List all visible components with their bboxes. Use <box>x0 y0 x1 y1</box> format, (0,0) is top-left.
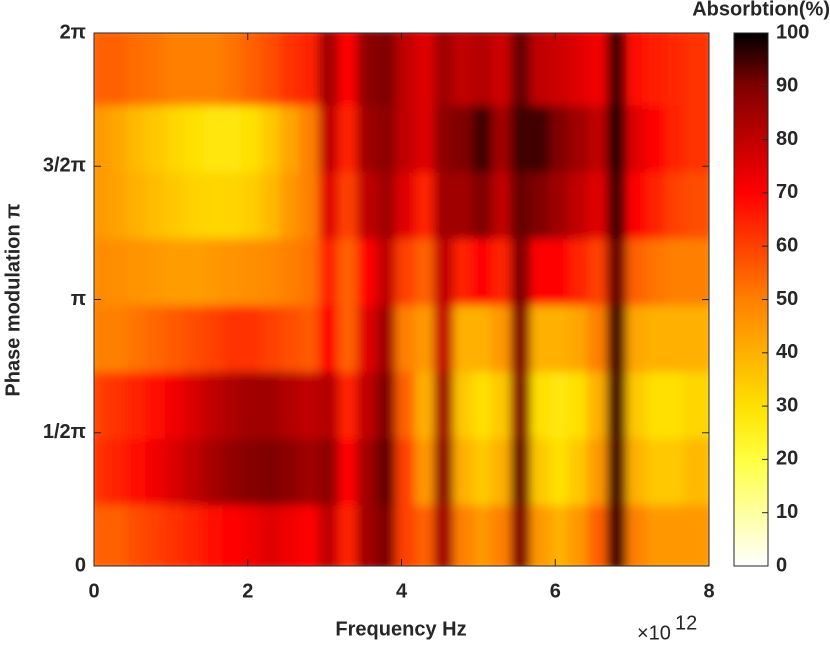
colorbar-tick-label: 10 <box>776 501 798 523</box>
y-label: Phase modulation π <box>2 203 24 396</box>
colorbar-tick-label: 100 <box>776 21 809 43</box>
x-multiplier: ×10 <box>637 622 671 644</box>
y-tick-label: 1/2π <box>43 421 86 443</box>
colorbar-tick-label: 90 <box>776 75 798 97</box>
colorbar-tick-label: 50 <box>776 288 798 310</box>
colorbar-tick-label: 70 <box>776 181 798 203</box>
x-tick-label: 6 <box>550 580 561 602</box>
heatmap-cell <box>683 226 709 306</box>
y-tick-label: 3/2π <box>43 155 86 177</box>
y-tick-label: π <box>71 288 86 310</box>
y-tick-label: 2π <box>60 21 86 43</box>
heatmap-cell <box>683 360 709 439</box>
x-label: Frequency Hz <box>335 618 466 640</box>
heatmap-cell <box>683 493 709 566</box>
colorbar-tick-label: 30 <box>776 394 798 416</box>
colorbar-tick-label: 80 <box>776 128 798 150</box>
colorbar-label: Absorbtion(%) <box>692 0 830 20</box>
x-tick-label: 8 <box>703 580 714 602</box>
heatmap-cell <box>683 293 709 373</box>
colorbar-tick-label: 0 <box>776 554 787 576</box>
x-tick-label: 0 <box>88 580 99 602</box>
heatmap-cell <box>683 426 709 506</box>
colorbar-tick-label: 20 <box>776 448 798 470</box>
x-multiplier-exponent: 12 <box>675 612 697 634</box>
x-tick-label: 4 <box>396 580 408 602</box>
x-tick-label: 2 <box>242 580 253 602</box>
heatmap-cell <box>683 33 709 106</box>
colorbar-tick-label: 40 <box>776 341 798 363</box>
heatmap-cell <box>683 160 709 239</box>
colorbar-tick-label: 60 <box>776 234 798 256</box>
heatmap-cell <box>683 93 709 173</box>
y-tick-label: 0 <box>75 554 86 576</box>
